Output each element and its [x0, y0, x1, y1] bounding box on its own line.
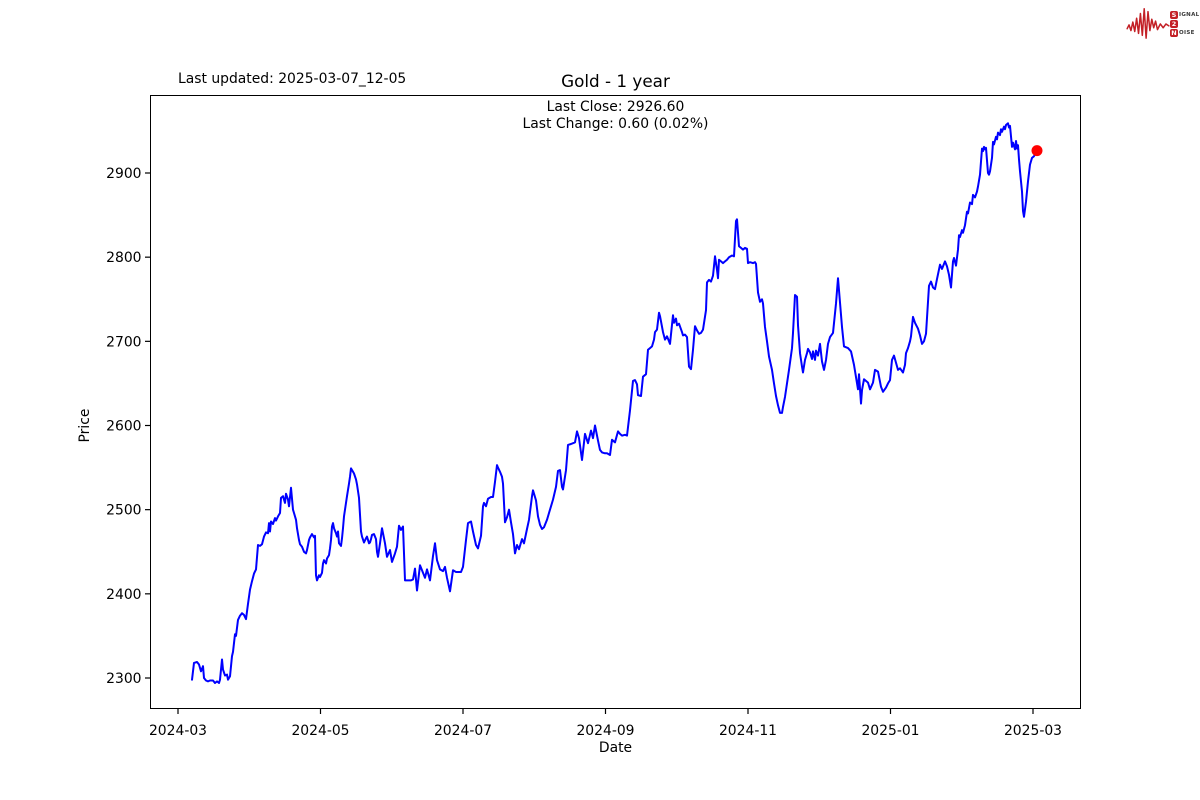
- y-tick-label: 2400: [106, 587, 141, 603]
- logo-letter-n-box: N: [1170, 29, 1178, 37]
- x-axis-label: Date: [599, 740, 632, 756]
- x-tick-label: 2025-01: [861, 723, 919, 739]
- logo-signal-text: IGNAL: [1179, 12, 1200, 18]
- logo-letter-s-box: S: [1170, 11, 1178, 19]
- last-close-marker: [1031, 145, 1043, 157]
- heartbeat-waveform-icon: [1126, 8, 1170, 39]
- price-line: [191, 122, 1038, 684]
- logo-wordmark: S IGNAL 2 N OISE: [1170, 11, 1199, 37]
- x-tick-label: 2024-07: [434, 723, 492, 739]
- logo-digit-2-box: 2: [1170, 20, 1178, 28]
- chart-title: Gold - 1 year: [561, 71, 670, 91]
- x-tick-label: 2024-11: [719, 723, 777, 739]
- y-tick-label: 2600: [106, 419, 141, 435]
- axes-box: [150, 95, 1081, 709]
- last-updated-text: Last updated: 2025-03-07_12-05: [178, 71, 406, 87]
- x-tick-label: 2025-03: [1004, 723, 1062, 739]
- x-tick-label: 2024-03: [149, 723, 207, 739]
- signal2noise-logo: S IGNAL 2 N OISE: [1126, 3, 1199, 43]
- x-tick-label: 2024-09: [576, 723, 634, 739]
- y-axis-label: Price: [77, 409, 93, 443]
- x-tick-label: 2024-05: [291, 723, 349, 739]
- y-tick-label: 2300: [106, 671, 141, 687]
- y-tick-label: 2700: [106, 334, 141, 350]
- y-tick-label: 2500: [106, 503, 141, 519]
- logo-noise-text: OISE: [1179, 30, 1195, 36]
- y-tick-label: 2900: [106, 166, 141, 182]
- last-change-text: Last Change: 0.60 (0.02%): [523, 116, 709, 132]
- y-tick-label: 2800: [106, 250, 141, 266]
- last-close-text: Last Close: 2926.60: [547, 99, 685, 115]
